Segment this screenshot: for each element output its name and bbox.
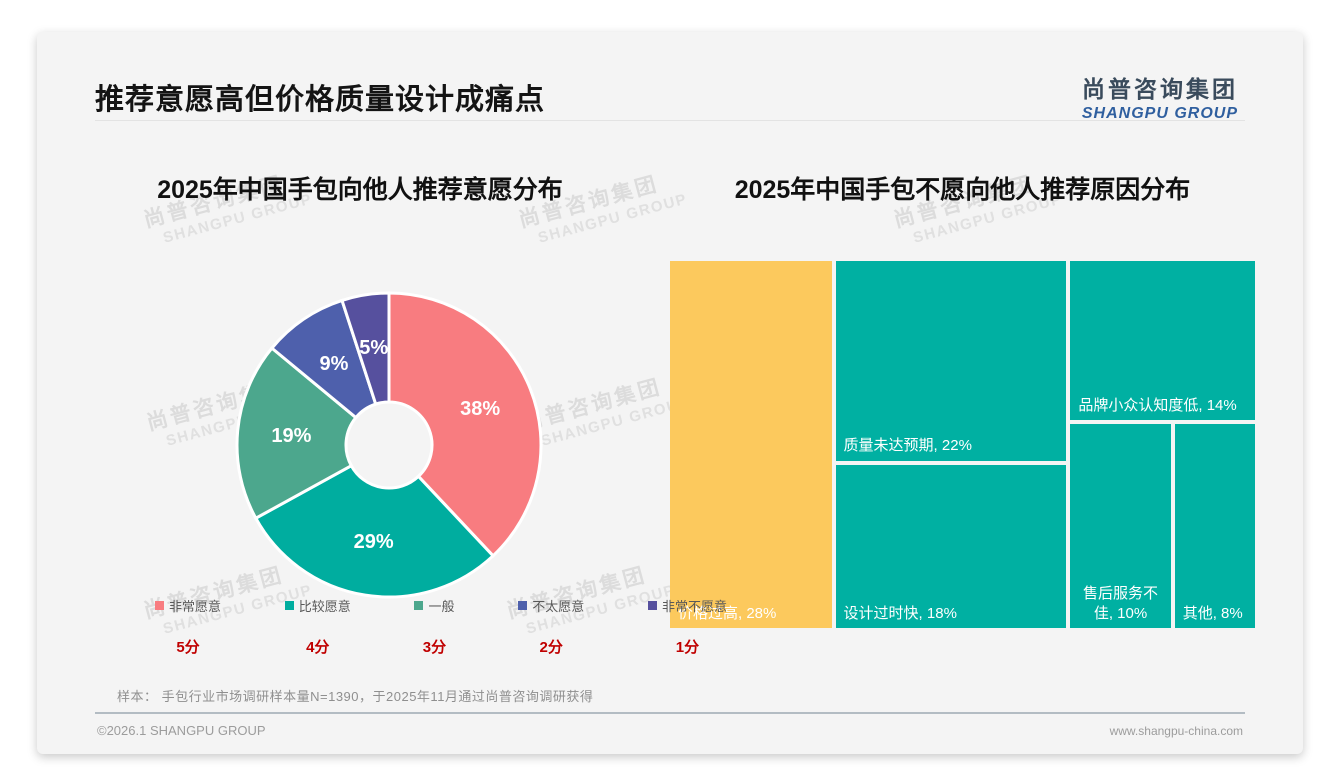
- legend-swatch: [647, 601, 657, 610]
- treemap-cell-设计过时快: 设计过时快, 18%: [835, 464, 1067, 628]
- legend-item: 非常愿意 5分: [155, 596, 221, 657]
- treemap-cell-label: 价格过高, 28%: [678, 604, 777, 622]
- legend-item: 一般 3分: [414, 596, 454, 657]
- legend-item: 比较愿意 4分: [284, 596, 351, 657]
- page-title: 推荐意愿高但价格质量设计成痛点: [95, 84, 546, 116]
- legend-swatch: [518, 601, 528, 610]
- legend-score: 1分: [675, 639, 700, 656]
- treemap-cell-label: 品牌小众认知度低, 14%: [1078, 396, 1237, 414]
- copyright-text: ©2026.1 SHANGPU GROUP: [97, 723, 266, 738]
- treemap-cell-其他: 其他, 8%: [1174, 423, 1255, 628]
- legend-label: 比较愿意: [298, 599, 351, 614]
- legend-score: 3分: [422, 639, 447, 656]
- legend-label: 一般: [428, 599, 455, 614]
- donut-slice-label: 19%: [271, 425, 311, 447]
- treemap-cell-label: 其他, 8%: [1182, 604, 1243, 622]
- legend-score: 2分: [539, 639, 563, 656]
- treemap-cell-品牌小众认知度低: 品牌小众认知度低, 14%: [1070, 261, 1255, 420]
- donut-slice-5分: [387, 291, 543, 558]
- legend-swatch: [414, 601, 424, 610]
- legend-item: 非常不愿意 1分: [647, 596, 727, 657]
- donut-chart-title: 2025年中国手包向他人推荐意愿分布: [157, 176, 563, 204]
- donut-chart: 38% 29% 19% 9% 5%: [235, 291, 543, 599]
- treemap-cell-售后服务不佳: 售后服务不佳, 10%: [1070, 423, 1171, 628]
- treemap-cell-质量未达预期: 质量未达预期, 22%: [835, 261, 1067, 461]
- legend-swatch: [284, 601, 294, 610]
- legend-label: 非常不愿意: [661, 599, 727, 614]
- treemap-chart-title: 2025年中国手包不愿向他人推荐原因分布: [734, 176, 1191, 204]
- treemap-cell-label: 质量未达预期, 22%: [843, 437, 972, 455]
- donut-slice-label: 5%: [359, 337, 388, 359]
- donut-slice-label: 38%: [460, 398, 500, 420]
- title-divider: [95, 120, 1245, 121]
- legend-score: 5分: [176, 639, 200, 656]
- legend-swatch: [155, 601, 164, 610]
- donut-slice-label: 9%: [319, 353, 348, 375]
- treemap-cell-label: 售后服务不佳, 10%: [1083, 584, 1159, 622]
- treemap-cell-价格过高: 价格过高, 28%: [670, 261, 832, 628]
- legend-label: 不太愿意: [532, 599, 585, 614]
- brand-logo-en: SHANGPU GROUP: [1081, 105, 1238, 122]
- treemap-cell-label: 设计过时快, 18%: [843, 604, 957, 622]
- treemap-chart: 价格过高, 28% 质量未达预期, 22% 设计过时快, 18% 品牌小众认知度低, …: [670, 261, 1255, 628]
- brand-logo: 尚普咨询集团 SHANGPU GROUP: [1082, 70, 1238, 123]
- donut-legend: 非常愿意 5分 比较愿意 4分 一般 3分 不太愿意 2分 非常不愿意 1分: [155, 596, 727, 657]
- brand-logo-cn: 尚普咨询集团: [1081, 76, 1238, 102]
- website-url: www.shangpu-china.com: [1109, 724, 1243, 738]
- legend-score: 4分: [306, 639, 330, 656]
- donut-slice-label: 29%: [354, 531, 394, 553]
- donut-slice-4分: [253, 463, 496, 599]
- sample-footnote: 样本： 手包行业市场调研样本量N=1390，于2025年11月通过尚普咨询调研获…: [117, 689, 594, 704]
- legend-item: 不太愿意 2分: [518, 596, 584, 657]
- donut-slice-3分: [235, 345, 358, 521]
- footer-divider: [95, 712, 1245, 714]
- slide-card: 尚普咨询集团 SHANGPU GROUP 尚普咨询集团 SHANGPU GROUP 尚普…: [37, 32, 1303, 754]
- donut-slice-1分: [340, 291, 391, 406]
- legend-label: 非常愿意: [169, 599, 222, 614]
